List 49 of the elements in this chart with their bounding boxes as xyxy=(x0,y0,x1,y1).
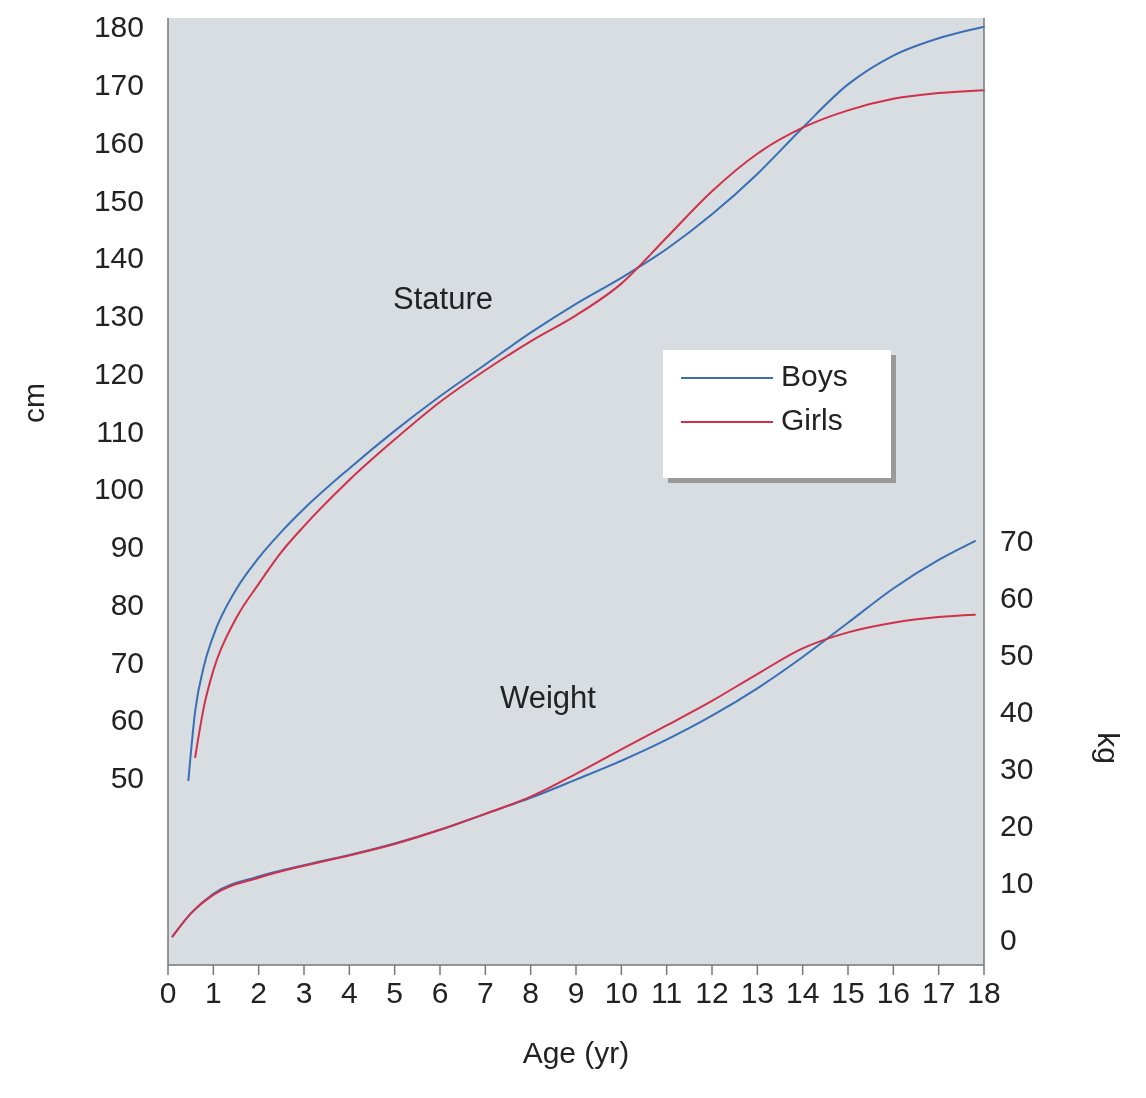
x-tick-label: 18 xyxy=(967,975,1001,1009)
y-tick-label: 180 xyxy=(93,10,144,44)
legend-label: Boys xyxy=(781,358,848,392)
y2-tick-label: 60 xyxy=(1000,580,1034,614)
y-tick-label: 110 xyxy=(96,414,144,448)
y2-tick-label: 50 xyxy=(1000,637,1034,671)
y-tick-label: 50 xyxy=(110,761,144,795)
y2-axis-title: kg xyxy=(1092,732,1126,764)
x-tick-label: 16 xyxy=(876,975,911,1009)
y-tick-label: 160 xyxy=(93,125,144,159)
y2-tick-label: 70 xyxy=(1000,523,1034,557)
y-tick-label: 70 xyxy=(110,645,144,679)
x-tick-label: 1 xyxy=(204,975,222,1009)
x-tick-label: 4 xyxy=(340,975,358,1009)
x-tick-label: 12 xyxy=(695,975,729,1009)
y-tick-label: 140 xyxy=(93,241,144,275)
y-tick-label: 120 xyxy=(93,356,144,390)
line-series xyxy=(171,613,976,938)
y-axis-title: cm xyxy=(16,383,50,423)
y-tick-label: 100 xyxy=(93,472,144,506)
y2-tick-label: 30 xyxy=(1000,751,1034,785)
y-tick-label: 130 xyxy=(93,299,144,333)
y2-tick-label: 40 xyxy=(1000,694,1034,728)
x-tick-label: 11 xyxy=(651,975,683,1009)
y-tick-label: 170 xyxy=(93,68,144,102)
annotation: Weight xyxy=(500,680,597,716)
x-tick-label: 7 xyxy=(476,975,494,1009)
x-tick-label: 0 xyxy=(159,975,177,1009)
x-tick-label: 3 xyxy=(295,975,313,1009)
y2-tick-label: 0 xyxy=(1000,923,1017,957)
x-tick-label: 17 xyxy=(921,975,956,1009)
x-tick-label: 9 xyxy=(567,975,585,1009)
x-tick-label: 2 xyxy=(250,975,268,1009)
annotation: Stature xyxy=(393,281,493,317)
x-tick-label: 15 xyxy=(831,975,865,1009)
x-tick-label: 6 xyxy=(431,975,449,1009)
y2-tick-label: 10 xyxy=(1000,866,1034,900)
y-tick-label: 60 xyxy=(110,703,144,737)
x-tick-label: 13 xyxy=(740,975,775,1009)
x-tick-label: 14 xyxy=(785,975,820,1009)
x-tick-label: 10 xyxy=(604,975,639,1009)
y2-tick-label: 20 xyxy=(1000,809,1034,843)
y-tick-label: 150 xyxy=(93,183,144,217)
y-tick-label: 90 xyxy=(110,530,144,564)
y-tick-label: 80 xyxy=(110,587,144,621)
x-tick-label: 8 xyxy=(522,975,540,1009)
legend-label: Girls xyxy=(781,402,843,436)
x-tick-label: 5 xyxy=(386,975,404,1009)
x-axis-title: Age (yr) xyxy=(522,1035,630,1069)
